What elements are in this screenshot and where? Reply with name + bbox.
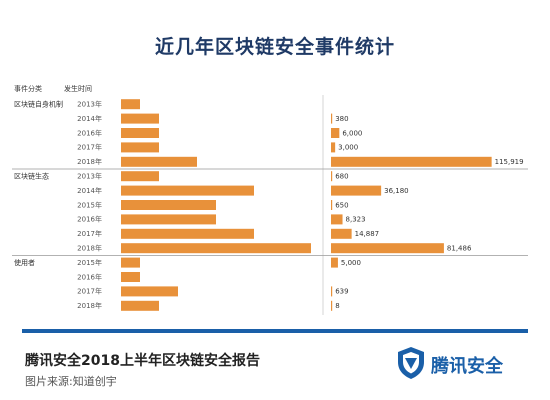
loss-bar bbox=[331, 243, 444, 254]
count-bar bbox=[121, 171, 159, 182]
count-bar bbox=[121, 300, 159, 311]
year-label: 2013年 bbox=[77, 172, 102, 181]
column-header-time: 发生时间 bbox=[64, 84, 92, 93]
footer: 腾讯安全2018上半年区块链安全报告 图片来源:知道创宇 腾讯安全 bbox=[0, 324, 550, 400]
loss-data-label: 6,000 bbox=[342, 129, 362, 137]
loss-bar bbox=[331, 142, 336, 153]
year-label: 2018年 bbox=[77, 157, 102, 166]
year-label: 2018年 bbox=[77, 244, 102, 253]
loss-bar bbox=[331, 214, 343, 225]
loss-bar bbox=[331, 200, 333, 210]
loss-data-label: 8,323 bbox=[346, 216, 366, 224]
loss-data-label: 650 bbox=[335, 201, 348, 209]
year-label: 2016年 bbox=[77, 272, 102, 281]
year-label: 2014年 bbox=[77, 186, 102, 195]
loss-data-label: 3,000 bbox=[338, 144, 358, 152]
count-bar bbox=[121, 214, 216, 225]
loss-data-label: 115,919 bbox=[495, 158, 524, 166]
footer-divider bbox=[22, 329, 528, 333]
year-label: 2017年 bbox=[77, 287, 102, 296]
loss-bar bbox=[331, 185, 382, 196]
loss-data-label: 680 bbox=[335, 173, 348, 181]
loss-bar bbox=[331, 300, 333, 311]
loss-data-label: 8 bbox=[335, 302, 339, 310]
count-bar bbox=[121, 228, 254, 239]
year-label: 2016年 bbox=[77, 215, 102, 224]
year-label: 2013年 bbox=[77, 100, 102, 109]
count-bar bbox=[121, 113, 159, 124]
column-header-category: 事件分类 bbox=[14, 84, 42, 93]
count-bar bbox=[121, 272, 140, 282]
group-label: 区块链自身机制 bbox=[14, 100, 63, 109]
loss-bar bbox=[331, 156, 492, 167]
count-bar bbox=[121, 185, 254, 196]
loss-bar bbox=[331, 228, 352, 239]
year-label: 2015年 bbox=[77, 200, 102, 209]
year-label: 2017年 bbox=[77, 143, 102, 152]
count-bar bbox=[121, 243, 311, 254]
year-label: 2014年 bbox=[77, 114, 102, 123]
loss-data-label: 5,000 bbox=[341, 259, 361, 267]
count-bar bbox=[121, 257, 140, 268]
year-label: 2016年 bbox=[77, 128, 102, 137]
loss-bar bbox=[331, 113, 333, 124]
brand-name: 腾讯安全 bbox=[431, 356, 503, 377]
count-bar bbox=[121, 156, 197, 167]
loss-data-label: 14,887 bbox=[355, 230, 380, 238]
loss-bar bbox=[331, 171, 333, 182]
loss-data-label: 639 bbox=[335, 288, 348, 296]
count-bar bbox=[121, 128, 159, 138]
image-source: 图片来源:知道创宇 bbox=[25, 375, 117, 388]
shield-icon bbox=[398, 347, 424, 379]
count-bar bbox=[121, 200, 216, 210]
loss-bar bbox=[331, 128, 340, 138]
count-bar bbox=[121, 286, 178, 297]
year-label: 2015年 bbox=[77, 258, 102, 267]
count-bar bbox=[121, 142, 159, 153]
loss-data-label: 36,180 bbox=[384, 187, 409, 195]
year-label: 2018年 bbox=[77, 301, 102, 310]
chart-title: 近几年区块链安全事件统计 bbox=[154, 36, 395, 58]
year-label: 2017年 bbox=[77, 229, 102, 238]
loss-bar bbox=[331, 257, 338, 268]
count-bar bbox=[121, 99, 140, 110]
report-title: 腾讯安全2018上半年区块链安全报告 bbox=[25, 353, 260, 369]
loss-bar bbox=[331, 286, 333, 297]
group-label: 使用者 bbox=[14, 258, 35, 267]
loss-data-label: 81,486 bbox=[447, 245, 472, 253]
loss-data-label: 380 bbox=[335, 115, 348, 123]
group-label: 区块链生态 bbox=[14, 172, 49, 181]
